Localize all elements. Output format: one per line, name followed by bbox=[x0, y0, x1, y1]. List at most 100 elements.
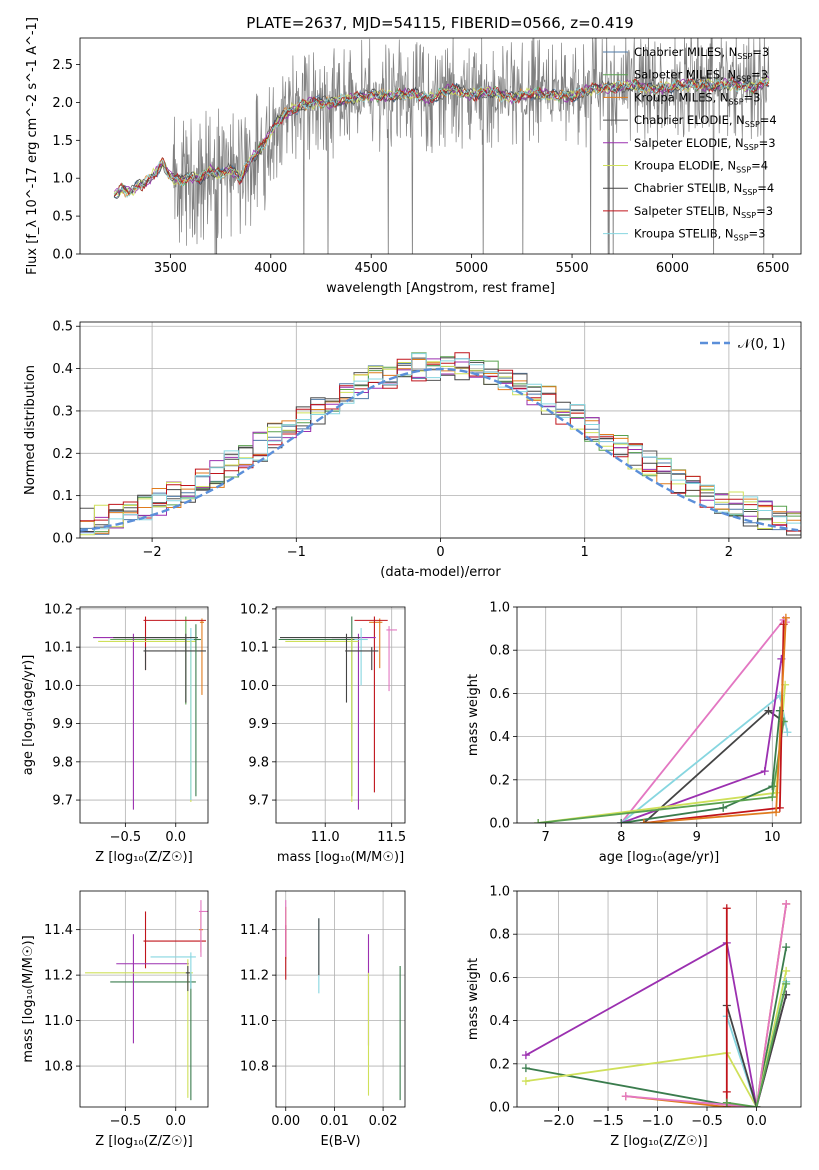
mass-vs-Z-plot-area bbox=[85, 900, 208, 1101]
weight-marker bbox=[764, 706, 773, 715]
weight-marker bbox=[617, 819, 626, 823]
x-axis-label: (data-model)/error bbox=[380, 565, 501, 580]
x-tick-label: −0.5 bbox=[110, 830, 142, 845]
weight-marker bbox=[783, 728, 792, 737]
weight-line bbox=[525, 947, 788, 1107]
y-tick-label: 1.0 bbox=[52, 172, 73, 187]
legend-tail: =3 bbox=[759, 136, 776, 150]
y-tick-label: 10.1 bbox=[44, 641, 73, 656]
x-tick-label: 6000 bbox=[656, 261, 689, 276]
weight-series bbox=[621, 899, 791, 1107]
age-vs-mass-frame bbox=[275, 606, 406, 824]
spectrum-plot-area bbox=[113, 38, 770, 254]
residual-histogram bbox=[80, 352, 801, 533]
weight-vs-Z-axes: −2.0 −1.5 −1.0 −0.5 0.0 0.0 0.2 0.4 0.6 0.8 1.0 Z [… bbox=[466, 885, 802, 1149]
legend-label: Salpeter MILES, N bbox=[634, 68, 736, 82]
y-tick-label: 1.0 bbox=[489, 885, 510, 900]
x-tick-label: 0.02 bbox=[369, 1114, 398, 1129]
y-tick-label: 2.5 bbox=[52, 58, 73, 73]
errorbar-point bbox=[143, 616, 206, 671]
x-tick-label: 0 bbox=[436, 545, 444, 560]
legend-tail: =3 bbox=[749, 227, 766, 241]
weight-marker bbox=[534, 819, 543, 823]
x-tick-label: 10 bbox=[764, 830, 781, 845]
x-axis-label: wavelength [Angstrom, rest frame] bbox=[326, 281, 555, 296]
errorbar-point bbox=[116, 934, 189, 1044]
y-tick-label: 10.2 bbox=[240, 602, 269, 617]
legend-tail: =3 bbox=[756, 204, 773, 218]
errorbar-point bbox=[93, 633, 189, 810]
histogram-legend: 𝒩(0, 1) bbox=[700, 337, 785, 352]
legend-entry: Chabrier MILES, NSSP=3 bbox=[634, 45, 769, 61]
x-tick-label: 0.01 bbox=[320, 1114, 349, 1129]
residual-histogram bbox=[80, 357, 801, 530]
x-tick-label: 0.0 bbox=[165, 830, 186, 845]
x-tick-label: −1.0 bbox=[642, 1114, 674, 1129]
x-tick-label: −1 bbox=[287, 545, 306, 560]
errorbar-point bbox=[369, 618, 383, 669]
errorbar-point bbox=[354, 628, 368, 686]
x-tick-label: 7 bbox=[542, 830, 550, 845]
y-tick-label: 0.2 bbox=[52, 447, 73, 462]
x-tick-label: 6500 bbox=[756, 261, 789, 276]
age-vs-mass-grid bbox=[276, 607, 405, 823]
age-vs-Z-grid bbox=[80, 607, 208, 823]
weight-line bbox=[525, 941, 788, 1107]
weight-marker bbox=[639, 819, 648, 823]
y-tick-label: 10.0 bbox=[240, 679, 269, 694]
weight-marker bbox=[521, 1051, 530, 1060]
errorbar-point bbox=[185, 628, 196, 801]
legend-subscript: SSP bbox=[744, 143, 759, 152]
x-axis-label: Z [log₁₀(Z/Z☉)] bbox=[95, 850, 192, 865]
legend-subscript: SSP bbox=[742, 188, 757, 197]
weight-marker bbox=[621, 1092, 630, 1101]
weight-vs-Z-frame bbox=[516, 890, 802, 1108]
legend-subscript: SSP bbox=[736, 75, 751, 84]
weight-vs-Z-panel: −2.0 −1.5 −1.0 −0.5 0.0 0.0 0.2 0.4 0.6 0.8 1.0 Z [… bbox=[466, 885, 802, 1149]
mass-vs-EBV-panel: 0.00 0.01 0.02 10.8 11.0 11.2 11.4 E(B-V) bbox=[240, 890, 406, 1149]
y-axis-label: mass [log₁₀(M/M☉)] bbox=[21, 935, 36, 1062]
weight-marker bbox=[760, 767, 769, 776]
age-vs-Z-plot-area bbox=[93, 616, 206, 810]
weight-series bbox=[617, 691, 792, 823]
weight-marker bbox=[782, 966, 791, 975]
mass-vs-EBV-grid bbox=[276, 891, 405, 1107]
errorbar-point bbox=[354, 616, 388, 793]
observed-spectrum bbox=[113, 38, 770, 254]
errorbar-point bbox=[331, 633, 376, 810]
weight-vs-age-axes: 7 8 9 10 0.0 0.2 0.4 0.6 0.8 1.0 age [log₁₀(age/yr… bbox=[466, 601, 802, 865]
y-tick-label: 10.2 bbox=[44, 602, 73, 617]
spectrum-frame bbox=[79, 37, 802, 255]
y-tick-label: 0.4 bbox=[489, 1014, 510, 1029]
y-axis-label: Flux [f_λ 10^-17 erg cm^-2 s^-1 A^-1] bbox=[25, 17, 40, 275]
age-vs-mass-plot-area bbox=[278, 616, 398, 810]
weight-line bbox=[621, 710, 781, 823]
errorbar-point bbox=[285, 637, 359, 802]
weight-series bbox=[639, 620, 788, 823]
weight-line bbox=[625, 903, 788, 1107]
legend-entry: Kroupa ELODIE, NSSP=4 bbox=[634, 159, 768, 175]
y-tick-label: 9.9 bbox=[52, 717, 73, 732]
y-axis-label: mass weight bbox=[466, 958, 481, 1040]
weight-marker bbox=[768, 793, 777, 802]
y-tick-label: 10.8 bbox=[44, 1060, 73, 1075]
legend-entry: Kroupa STELIB, NSSP=3 bbox=[634, 227, 765, 243]
weight-marker bbox=[782, 899, 791, 908]
y-tick-label: 0.3 bbox=[52, 404, 73, 419]
residuals-grid bbox=[80, 322, 801, 539]
legend-subscript: SSP bbox=[737, 52, 752, 61]
weight-marker bbox=[772, 808, 781, 817]
legend-label: Kroupa MILES, N bbox=[634, 90, 729, 104]
x-tick-label: 8 bbox=[617, 830, 625, 845]
weight-series bbox=[617, 706, 784, 823]
model-spectrum-line bbox=[113, 76, 770, 199]
mass-vs-EBV-frame bbox=[275, 890, 406, 1108]
weight-series bbox=[617, 654, 786, 823]
residuals-frame bbox=[79, 321, 802, 539]
errorbar-point bbox=[143, 647, 206, 671]
x-tick-label: 11.0 bbox=[311, 830, 340, 845]
legend-tail: =3 bbox=[751, 68, 768, 82]
x-tick-label: −2.0 bbox=[543, 1114, 575, 1129]
weight-series bbox=[639, 613, 790, 823]
